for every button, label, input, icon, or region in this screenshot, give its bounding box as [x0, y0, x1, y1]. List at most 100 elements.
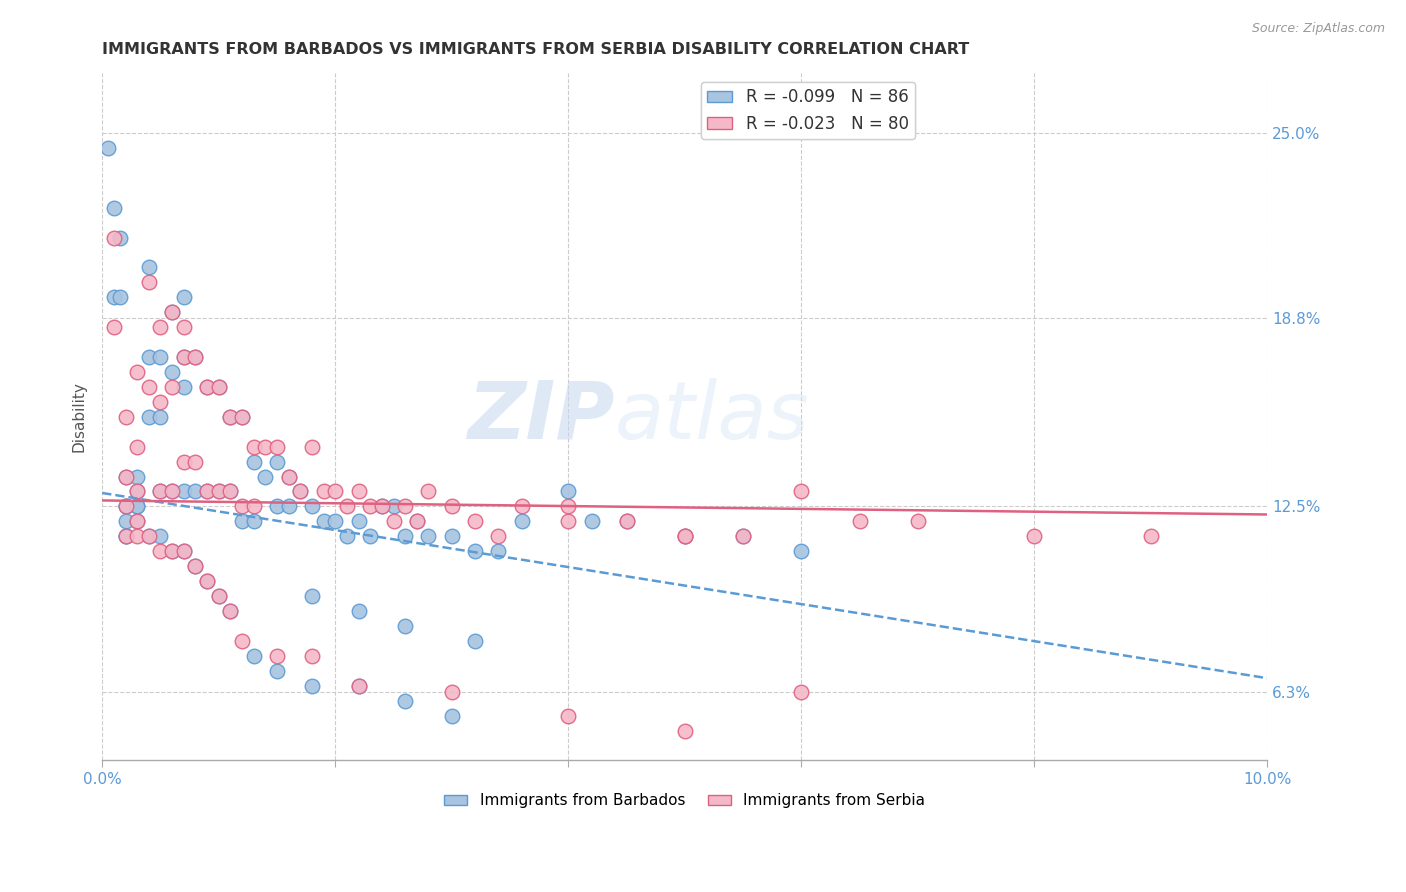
- Point: [231, 514, 253, 528]
- Point: [254, 440, 277, 454]
- Text: atlas: atlas: [614, 378, 810, 456]
- Point: [219, 604, 242, 618]
- Point: [97, 141, 120, 155]
- Point: [103, 290, 125, 304]
- Point: [440, 500, 463, 514]
- Point: [486, 529, 509, 543]
- Point: [138, 529, 160, 543]
- Point: [231, 409, 253, 424]
- Point: [673, 529, 696, 543]
- Point: [418, 484, 440, 499]
- Point: [173, 350, 195, 364]
- Point: [114, 529, 136, 543]
- Point: [790, 484, 813, 499]
- Point: [195, 484, 218, 499]
- Point: [195, 380, 218, 394]
- Point: [114, 500, 136, 514]
- Point: [173, 320, 195, 334]
- Point: [127, 514, 149, 528]
- Point: [277, 469, 299, 483]
- Point: [231, 409, 253, 424]
- Point: [557, 514, 579, 528]
- Point: [127, 500, 149, 514]
- Point: [173, 454, 195, 468]
- Point: [160, 484, 183, 499]
- Point: [336, 529, 359, 543]
- Point: [160, 305, 183, 319]
- Point: [108, 230, 131, 244]
- Point: [301, 648, 323, 663]
- Point: [464, 514, 486, 528]
- Point: [184, 350, 207, 364]
- Point: [242, 500, 264, 514]
- Point: [184, 559, 207, 574]
- Point: [673, 723, 696, 738]
- Text: Source: ZipAtlas.com: Source: ZipAtlas.com: [1251, 22, 1385, 36]
- Point: [336, 500, 359, 514]
- Point: [1024, 529, 1046, 543]
- Point: [323, 484, 346, 499]
- Point: [149, 484, 172, 499]
- Point: [114, 529, 136, 543]
- Point: [347, 484, 370, 499]
- Point: [127, 529, 149, 543]
- Point: [195, 380, 218, 394]
- Point: [138, 529, 160, 543]
- Point: [173, 380, 195, 394]
- Point: [907, 514, 929, 528]
- Point: [208, 380, 231, 394]
- Point: [557, 500, 579, 514]
- Point: [347, 679, 370, 693]
- Point: [208, 484, 231, 499]
- Point: [486, 544, 509, 558]
- Point: [581, 514, 603, 528]
- Point: [195, 574, 218, 588]
- Point: [254, 469, 277, 483]
- Point: [394, 619, 416, 633]
- Point: [219, 409, 242, 424]
- Point: [405, 514, 427, 528]
- Point: [242, 440, 264, 454]
- Point: [160, 544, 183, 558]
- Point: [266, 440, 288, 454]
- Point: [733, 529, 755, 543]
- Point: [173, 544, 195, 558]
- Point: [208, 484, 231, 499]
- Point: [127, 365, 149, 379]
- Point: [173, 290, 195, 304]
- Point: [114, 529, 136, 543]
- Point: [219, 484, 242, 499]
- Point: [138, 276, 160, 290]
- Point: [149, 409, 172, 424]
- Point: [149, 529, 172, 543]
- Point: [733, 529, 755, 543]
- Point: [347, 679, 370, 693]
- Point: [301, 679, 323, 693]
- Point: [184, 559, 207, 574]
- Point: [114, 469, 136, 483]
- Point: [208, 589, 231, 603]
- Point: [371, 500, 394, 514]
- Point: [510, 514, 533, 528]
- Point: [114, 469, 136, 483]
- Point: [173, 484, 195, 499]
- Point: [510, 500, 533, 514]
- Point: [266, 648, 288, 663]
- Point: [242, 454, 264, 468]
- Point: [382, 500, 405, 514]
- Point: [149, 544, 172, 558]
- Point: [127, 484, 149, 499]
- Point: [219, 409, 242, 424]
- Point: [359, 500, 381, 514]
- Point: [848, 514, 870, 528]
- Point: [790, 684, 813, 698]
- Point: [790, 544, 813, 558]
- Point: [616, 514, 638, 528]
- Point: [103, 230, 125, 244]
- Y-axis label: Disability: Disability: [72, 382, 86, 452]
- Point: [440, 529, 463, 543]
- Point: [242, 648, 264, 663]
- Point: [371, 500, 394, 514]
- Point: [138, 409, 160, 424]
- Point: [673, 529, 696, 543]
